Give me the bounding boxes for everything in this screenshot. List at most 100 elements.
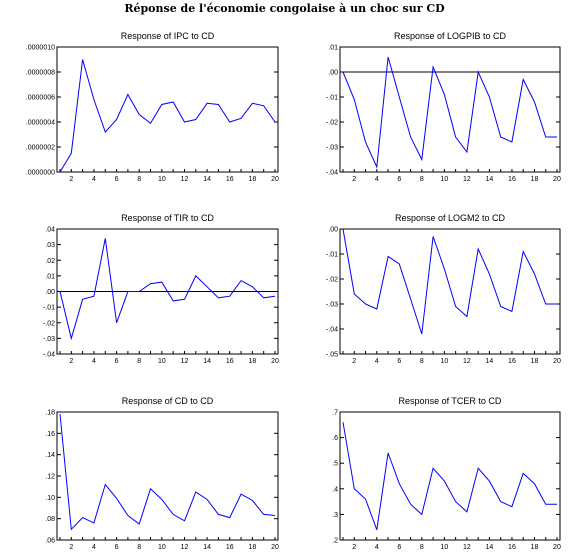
y-tick-label: .12 — [45, 474, 55, 481]
x-tick-label: 6 — [115, 358, 119, 365]
y-tick-label: -.01 — [326, 252, 338, 259]
panel-4: Response of LOGM2 to CD -.05 -.04 -.03 -.02 -… — [326, 213, 561, 365]
x-tick-label: 20 — [271, 544, 279, 551]
response-line — [59, 414, 276, 531]
y-tick-label: .4 — [332, 486, 338, 493]
y-tick-label: .10 — [45, 495, 55, 502]
y-tick-label: -.03 — [43, 336, 55, 343]
plot-frame — [339, 228, 561, 355]
x-tick-label: 12 — [181, 358, 189, 365]
panel-3: Response of TIR to CD -.04 -.03 -.02 -.01 .00… — [43, 213, 279, 365]
y-tick-label: -.02 — [43, 320, 55, 327]
x-tick-label: 14 — [486, 176, 494, 183]
x-tick-label: 16 — [508, 544, 516, 551]
x-tick-label: 8 — [137, 176, 141, 183]
x-tick-label: 6 — [397, 544, 401, 551]
x-tick-label: 8 — [137, 544, 141, 551]
y-tick-label: .00 — [328, 227, 338, 234]
y-tick-label: .0000006 — [26, 95, 55, 102]
panel-title: Response of LOGM2 to CD — [395, 213, 506, 223]
x-tick-label: 10 — [440, 358, 448, 365]
x-tick-label: 18 — [248, 176, 256, 183]
y-tick-label: -.02 — [326, 277, 338, 284]
x-tick-label: 2 — [352, 358, 356, 365]
y-tick-label: -.04 — [326, 327, 338, 334]
x-tick-label: 16 — [508, 176, 516, 183]
x-tick-label: 16 — [508, 358, 516, 365]
y-tick-label: .0000002 — [26, 145, 55, 152]
response-line — [342, 56, 557, 169]
y-tick-label: -.05 — [326, 352, 338, 359]
figure-title: Réponse de l'économie congolaise à un ch… — [124, 2, 445, 15]
y-tick-label: -.04 — [43, 352, 55, 359]
x-tick-label: 4 — [92, 544, 96, 551]
x-tick-label: 14 — [486, 358, 494, 365]
x-tick-label: 2 — [69, 358, 73, 365]
y-tick-label: .01 — [45, 273, 55, 280]
x-tick-label: 4 — [92, 176, 96, 183]
panel-1: Response of IPC to CD .0000000 .0000002 .00… — [26, 31, 279, 183]
x-tick-label: 2 — [69, 176, 73, 183]
y-tick-label: .04 — [45, 227, 55, 234]
y-tick-label: .16 — [45, 431, 55, 438]
panel-title: Response of IPC to CD — [121, 31, 215, 41]
x-tick-label: 16 — [226, 544, 234, 551]
x-tick-label: 8 — [137, 358, 141, 365]
x-tick-label: 8 — [420, 358, 424, 365]
x-tick-label: 6 — [397, 358, 401, 365]
y-tick-label: -.02 — [326, 120, 338, 127]
x-tick-label: 10 — [158, 176, 166, 183]
y-tick-label: .3 — [332, 512, 338, 519]
x-tick-label: 12 — [181, 176, 189, 183]
y-tick-label: .18 — [45, 410, 55, 417]
x-tick-label: 8 — [420, 544, 424, 551]
y-tick-label: -.03 — [326, 145, 338, 152]
x-tick-label: 14 — [203, 176, 211, 183]
y-tick-label: .08 — [45, 516, 55, 523]
x-tick-label: 18 — [248, 358, 256, 365]
x-tick-label: 12 — [463, 544, 471, 551]
y-tick-label: .0000004 — [26, 120, 55, 127]
y-tick-label: -.03 — [326, 302, 338, 309]
y-tick-label: -.01 — [326, 95, 338, 102]
response-line — [59, 59, 276, 173]
x-tick-label: 18 — [531, 358, 539, 365]
x-tick-label: 10 — [158, 544, 166, 551]
y-tick-label: -.04 — [326, 170, 338, 177]
response-line — [59, 238, 276, 341]
panel-6: Response of TCER to CD .2 .3 .4 .5 .6 .7 2 4 6 8 10… — [332, 396, 561, 551]
panel-title: Response of LOGPIB to CD — [394, 31, 507, 41]
x-tick-label: 2 — [352, 544, 356, 551]
panel-title: Response of CD to CD — [122, 396, 214, 406]
x-tick-label: 16 — [226, 358, 234, 365]
y-tick-label: -.01 — [43, 305, 55, 312]
y-tick-label: .6 — [332, 435, 338, 442]
x-tick-label: 12 — [463, 176, 471, 183]
x-tick-label: 6 — [397, 176, 401, 183]
plot-frame — [339, 411, 561, 541]
y-tick-label: .0000008 — [26, 70, 55, 77]
y-tick-label: .01 — [328, 45, 338, 52]
plot-frame — [56, 46, 279, 173]
x-tick-label: 20 — [553, 544, 561, 551]
y-tick-label: .2 — [332, 538, 338, 545]
x-tick-label: 20 — [271, 176, 279, 183]
panel-2: Response of LOGPIB to CD -.04 -.03 -.02 -.01… — [326, 31, 561, 183]
x-tick-label: 16 — [226, 176, 234, 183]
x-tick-label: 18 — [248, 544, 256, 551]
response-line — [342, 422, 557, 530]
y-tick-label: .14 — [45, 452, 55, 459]
panel-title: Response of TIR to CD — [121, 213, 214, 223]
x-tick-label: 18 — [531, 176, 539, 183]
y-tick-label: .02 — [45, 258, 55, 265]
panel-5: Response of CD to CD .06 .08 .10 .12 .14 .16 .1… — [45, 396, 279, 551]
plot-frame — [339, 46, 561, 173]
x-tick-label: 12 — [463, 358, 471, 365]
y-tick-label: .7 — [332, 410, 338, 417]
x-tick-label: 20 — [271, 358, 279, 365]
y-tick-label: .0000000 — [26, 170, 55, 177]
y-tick-label: .5 — [332, 461, 338, 468]
x-tick-label: 2 — [352, 176, 356, 183]
x-tick-label: 14 — [486, 544, 494, 551]
